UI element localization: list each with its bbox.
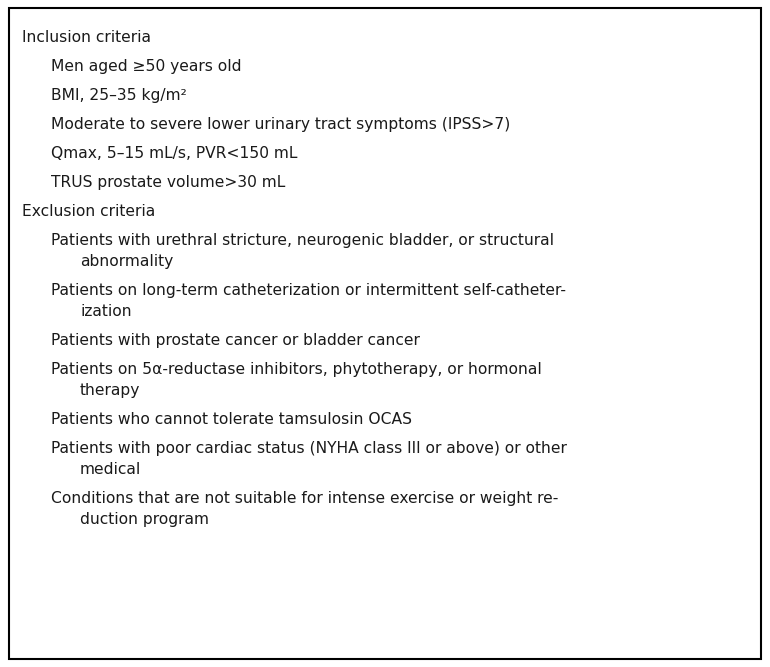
Text: Inclusion criteria: Inclusion criteria <box>22 30 151 45</box>
Text: abnormality: abnormality <box>80 254 173 269</box>
Text: therapy: therapy <box>80 383 140 398</box>
Text: Patients with poor cardiac status (NYHA class III or above) or other: Patients with poor cardiac status (NYHA … <box>51 441 567 456</box>
Text: Men aged ≥50 years old: Men aged ≥50 years old <box>51 59 241 74</box>
Text: Qmax, 5–15 mL/s, PVR<150 mL: Qmax, 5–15 mL/s, PVR<150 mL <box>51 146 297 161</box>
Text: Patients on 5α-reductase inhibitors, phytotherapy, or hormonal: Patients on 5α-reductase inhibitors, phy… <box>51 362 541 377</box>
Text: Patients on long-term catheterization or intermittent self-catheter-: Patients on long-term catheterization or… <box>51 283 566 298</box>
Text: Patients who cannot tolerate tamsulosin OCAS: Patients who cannot tolerate tamsulosin … <box>51 412 412 427</box>
Text: Moderate to severe lower urinary tract symptoms (IPSS>7): Moderate to severe lower urinary tract s… <box>51 117 510 132</box>
FancyBboxPatch shape <box>9 8 761 659</box>
Text: medical: medical <box>80 462 142 477</box>
Text: Conditions that are not suitable for intense exercise or weight re-: Conditions that are not suitable for int… <box>51 491 558 506</box>
Text: ization: ization <box>80 304 132 319</box>
Text: Patients with urethral stricture, neurogenic bladder, or structural: Patients with urethral stricture, neurog… <box>51 233 554 248</box>
Text: Patients with prostate cancer or bladder cancer: Patients with prostate cancer or bladder… <box>51 333 420 348</box>
Text: BMI, 25–35 kg/m²: BMI, 25–35 kg/m² <box>51 88 186 103</box>
Text: Exclusion criteria: Exclusion criteria <box>22 204 155 219</box>
Text: TRUS prostate volume>30 mL: TRUS prostate volume>30 mL <box>51 175 285 190</box>
Text: duction program: duction program <box>80 512 209 527</box>
